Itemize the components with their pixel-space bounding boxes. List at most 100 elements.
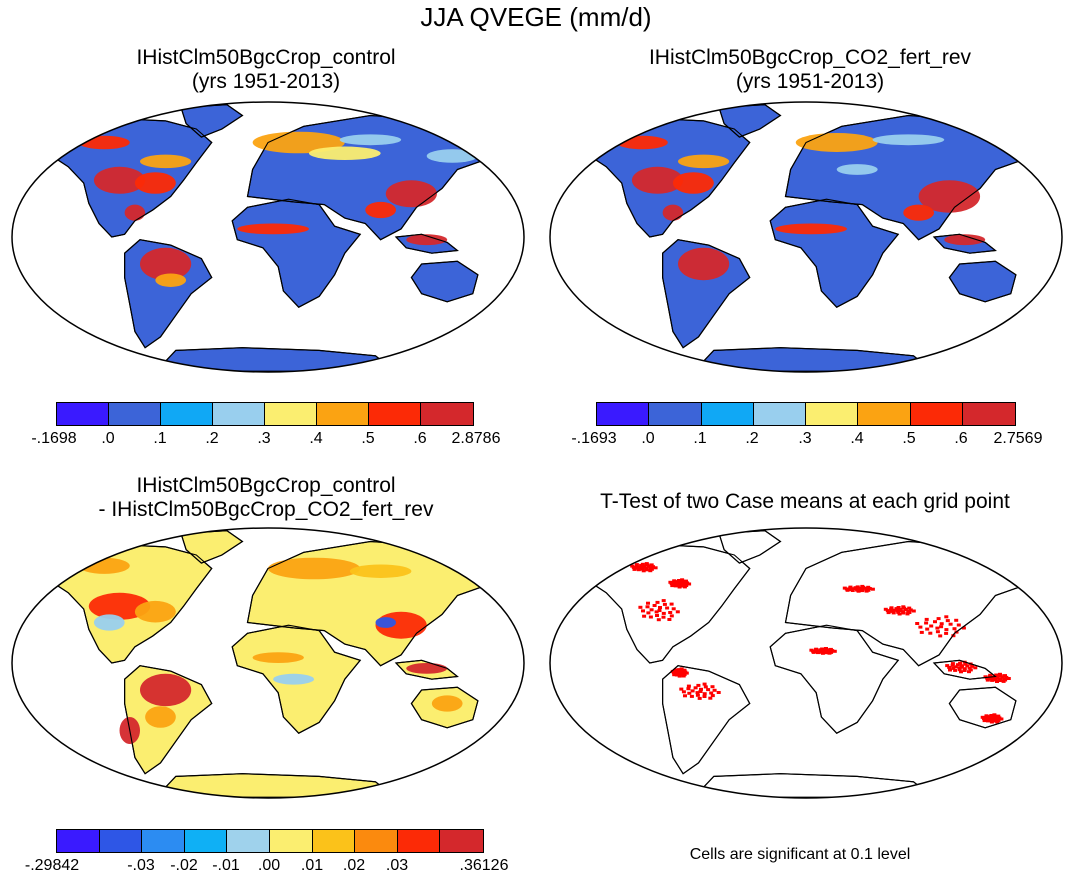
- value-region: [155, 273, 187, 287]
- significant-cell: [655, 600, 660, 604]
- significant-cell: [986, 719, 990, 723]
- significant-cell: [716, 691, 721, 694]
- significant-cell: [995, 675, 1000, 679]
- value-region: [349, 564, 412, 578]
- colorbar-tick-label: -.01: [212, 857, 240, 874]
- significant-cell: [965, 664, 970, 668]
- value-region: [252, 652, 304, 663]
- map-border: [11, 527, 525, 799]
- significant-cell: [915, 622, 920, 625]
- significant-cell: [983, 675, 988, 679]
- colorbar-box: [161, 403, 213, 425]
- significant-cell: [962, 667, 967, 671]
- significant-cell: [698, 690, 703, 693]
- significant-cell: [824, 647, 828, 650]
- significant-cell: [952, 627, 957, 631]
- significance-note: Cells are significant at 0.1 level: [689, 846, 911, 863]
- colorbar-tick-label: .03: [385, 857, 409, 874]
- significant-cell: [870, 587, 875, 591]
- significant-cell: [677, 674, 682, 678]
- significant-cell: [679, 687, 684, 691]
- significant-cell: [637, 565, 642, 569]
- value-region: [375, 617, 397, 628]
- significant-cell: [668, 611, 673, 614]
- panel-2-title: IHistClm50BgcCrop_CO2_fert_rev (yrs 1951…: [570, 46, 1050, 94]
- significant-cell: [945, 619, 950, 623]
- significant-cell: [823, 651, 828, 655]
- value-region: [944, 234, 986, 246]
- significant-cell: [918, 625, 923, 629]
- map-ttest: [549, 527, 1063, 799]
- significant-cell: [828, 647, 833, 651]
- significant-cell: [673, 668, 678, 672]
- significant-cell: [642, 614, 647, 618]
- colorbar-box: [701, 403, 754, 425]
- significant-cell: [968, 668, 973, 672]
- map-border: [549, 101, 1063, 373]
- colorbar-box: [369, 403, 421, 425]
- colorbar-tick-label: -.02: [170, 857, 198, 874]
- significant-cell: [816, 651, 820, 655]
- significant-cell: [982, 719, 987, 723]
- coastline-maritime: [932, 659, 997, 680]
- significant-cell: [897, 612, 902, 616]
- significant-cell: [951, 666, 956, 670]
- significant-cell: [948, 622, 953, 626]
- colorbar-tick-label: .36126: [459, 857, 509, 874]
- significant-cell: [706, 688, 711, 692]
- value-region: [88, 592, 151, 620]
- significant-cell: [993, 678, 998, 682]
- significant-cell: [891, 611, 896, 615]
- significant-cell: [953, 665, 958, 669]
- colorbar-box: [858, 403, 911, 425]
- value-region: [365, 201, 397, 219]
- value-region: [140, 154, 192, 169]
- significant-cell: [699, 687, 703, 691]
- coastline-australia: [410, 686, 479, 729]
- significant-cell: [697, 696, 702, 700]
- colorbar-box: [269, 830, 313, 852]
- significant-cell: [640, 562, 645, 566]
- significant-cell: [886, 611, 891, 615]
- significant-cell: [677, 668, 682, 672]
- colorbar-control: [56, 402, 474, 426]
- significant-cell: [649, 608, 654, 612]
- colorbar-box: [57, 830, 100, 852]
- colorbar-box: [806, 403, 859, 425]
- significant-cell: [935, 630, 940, 634]
- value-region: [836, 164, 878, 175]
- colorbar-tick-label: .4: [850, 430, 864, 447]
- value-region: [237, 223, 309, 235]
- colorbar-box: [649, 403, 702, 425]
- significant-cell: [686, 684, 691, 688]
- significant-cell: [924, 621, 929, 625]
- significant-cell: [641, 609, 645, 613]
- coastline-eurasia: [784, 540, 1032, 667]
- map-border: [11, 101, 525, 373]
- colorbar-box: [317, 403, 369, 425]
- significant-cell: [814, 647, 819, 651]
- significant-cell: [953, 668, 958, 672]
- value-region: [93, 166, 146, 194]
- panel-1-title-line2: (yrs 1951-2013): [191, 70, 341, 93]
- coastline-southAmerica: [662, 665, 751, 775]
- coastline-northAmerica: [574, 117, 751, 238]
- significant-cell: [855, 585, 860, 589]
- colorbar-box: [184, 830, 228, 852]
- significant-cell: [670, 584, 675, 588]
- significant-cell: [860, 589, 865, 593]
- significant-cell: [684, 579, 688, 583]
- panel-3-title: IHistClm50BgcCrop_control - IHistClm50Bg…: [30, 474, 502, 522]
- significant-cell: [678, 580, 683, 584]
- significant-cell: [883, 607, 888, 611]
- colorbar-tick-label: 2.7569: [993, 430, 1043, 447]
- value-region: [431, 695, 463, 712]
- colorbar-box: [355, 830, 398, 852]
- significant-cell: [994, 673, 999, 677]
- significant-cell: [955, 663, 960, 667]
- significant-cell: [848, 585, 853, 589]
- colorbar-box: [213, 403, 265, 425]
- coastline-maritime: [394, 233, 459, 254]
- significant-cell: [919, 630, 924, 634]
- significant-cell: [973, 666, 978, 670]
